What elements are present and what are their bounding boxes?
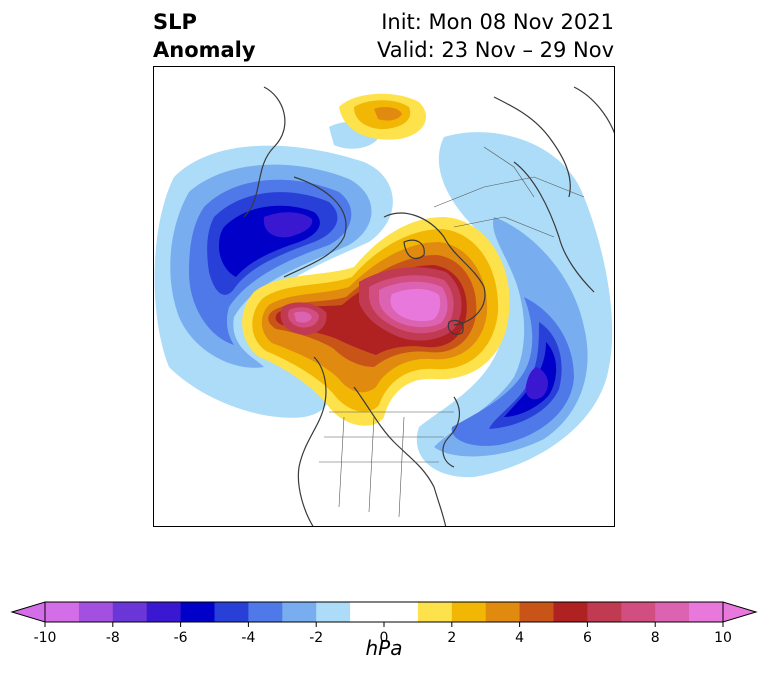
colorbar-segment bbox=[587, 602, 622, 622]
colorbar-ticks: -10 -8 -6 -4 -2 0 2 4 6 8 10 bbox=[34, 622, 732, 646]
high-anomaly-north bbox=[339, 93, 427, 140]
colorbar-segment bbox=[350, 602, 385, 622]
colorbar-tick-label: 0 bbox=[380, 630, 389, 646]
polar-map bbox=[153, 66, 615, 527]
colorbar-tick-label: 10 bbox=[714, 630, 732, 646]
colorbar-tick-label: -2 bbox=[309, 630, 323, 646]
valid-range: Valid: 23 Nov – 29 Nov bbox=[377, 38, 614, 62]
colorbar-segment bbox=[248, 602, 283, 622]
low-anomaly-west bbox=[154, 145, 393, 418]
colorbar-segment bbox=[689, 602, 724, 622]
colorbar-segment bbox=[553, 602, 588, 622]
colorbar: -10 -8 -6 -4 -2 0 2 4 6 8 10 bbox=[10, 601, 758, 646]
colorbar-extend-left bbox=[10, 601, 46, 623]
colorbar-segment bbox=[45, 602, 80, 622]
colorbar-segment bbox=[112, 602, 148, 622]
colorbar-tick-label: -8 bbox=[106, 630, 120, 646]
colorbar-segment bbox=[384, 602, 419, 622]
anomaly-field bbox=[154, 86, 614, 526]
map-title: SLP Anomaly bbox=[153, 8, 256, 64]
colorbar-segment bbox=[316, 602, 351, 622]
colorbar-segments bbox=[45, 602, 724, 622]
colorbar-tick-label: -6 bbox=[174, 630, 188, 646]
high-anomaly-central bbox=[242, 217, 510, 426]
colorbar-segment bbox=[621, 602, 656, 622]
forecast-dates: Init: Mon 08 Nov 2021 Valid: 23 Nov – 29… bbox=[377, 8, 614, 64]
colorbar-tick-label: 8 bbox=[651, 630, 660, 646]
colorbar-segment bbox=[451, 602, 487, 622]
colorbar-tick-label: 2 bbox=[447, 630, 456, 646]
colorbar-tick-label: -10 bbox=[34, 630, 57, 646]
borders bbox=[319, 146, 585, 518]
init-date: Init: Mon 08 Nov 2021 bbox=[381, 10, 614, 34]
colorbar-units: hPa bbox=[365, 636, 403, 660]
colorbar-extend-right bbox=[722, 601, 758, 623]
colorbar-segment bbox=[214, 602, 249, 622]
colorbar-tick-label: 4 bbox=[515, 630, 524, 646]
title-line-field: Anomaly bbox=[153, 38, 256, 62]
colorbar-segment bbox=[417, 602, 453, 622]
colorbar-segment bbox=[180, 602, 215, 622]
title-line-variable: SLP bbox=[153, 10, 197, 34]
low-anomaly-east bbox=[416, 132, 613, 478]
colorbar-segment bbox=[78, 602, 114, 622]
colorbar-tick-label: 6 bbox=[583, 630, 592, 646]
colorbar-segment bbox=[146, 602, 182, 622]
colorbar-segment bbox=[485, 602, 521, 622]
colorbar-segment bbox=[519, 602, 554, 622]
colorbar-segment bbox=[282, 602, 317, 622]
colorbar-segment bbox=[655, 602, 690, 622]
colorbar-tick-label: -4 bbox=[241, 630, 255, 646]
